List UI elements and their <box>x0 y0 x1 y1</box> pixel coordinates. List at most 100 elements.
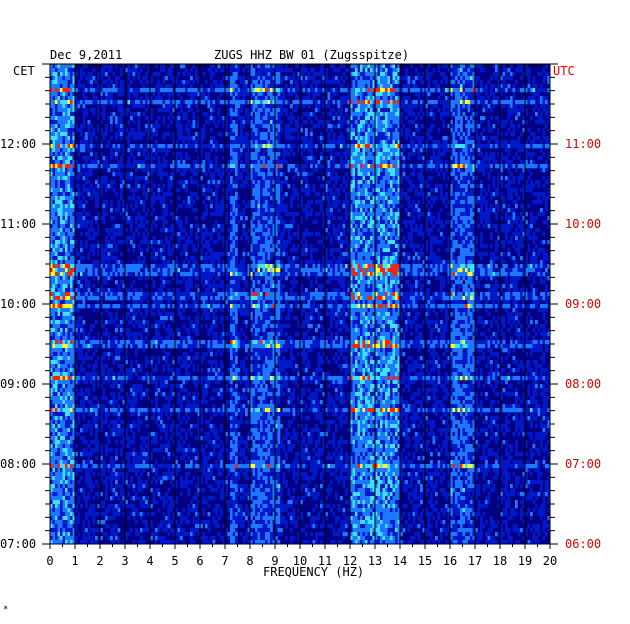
heatmap-cell <box>187 120 191 125</box>
heatmap-cell <box>302 176 306 181</box>
heatmap-cell <box>65 200 68 205</box>
heatmap-cell <box>417 152 421 157</box>
heatmap-cell <box>117 124 121 129</box>
heatmap-cell <box>165 172 168 177</box>
heatmap-cell <box>302 156 306 161</box>
heatmap-cell <box>65 164 68 169</box>
heatmap-cell <box>507 112 511 117</box>
heatmap-cell <box>272 148 276 153</box>
heatmap-cell <box>260 156 263 161</box>
heatmap-cell <box>510 216 513 221</box>
heatmap-cell <box>402 148 406 153</box>
heatmap-cell <box>195 148 198 153</box>
heatmap-cell <box>80 100 83 105</box>
heatmap-cell <box>82 112 86 117</box>
heatmap-cell <box>140 88 143 93</box>
heatmap-cell <box>77 216 81 221</box>
heatmap-cell <box>272 160 276 165</box>
heatmap-cell <box>275 92 278 97</box>
heatmap-cell <box>355 136 358 141</box>
heatmap-cell <box>367 132 371 137</box>
heatmap-cell <box>395 164 398 169</box>
heatmap-cell <box>397 132 401 137</box>
heatmap-cell <box>467 152 471 157</box>
heatmap-cell <box>317 136 321 141</box>
heatmap-cell <box>150 80 153 85</box>
heatmap-cell <box>147 116 151 121</box>
heatmap-cell <box>407 176 411 181</box>
heatmap-cell <box>375 192 378 197</box>
heatmap-cell <box>425 104 428 109</box>
heatmap-cell <box>92 188 96 193</box>
heatmap-cell <box>222 164 226 169</box>
heatmap-cell <box>475 160 478 165</box>
heatmap-cell <box>90 148 93 153</box>
heatmap-cell <box>522 84 526 89</box>
heatmap-cell <box>272 192 276 197</box>
heatmap-cell <box>177 128 181 133</box>
heatmap-cell <box>257 144 261 149</box>
heatmap-cell <box>77 152 81 157</box>
heatmap-cell <box>450 180 453 185</box>
heatmap-cell <box>372 152 376 157</box>
heatmap-cell <box>510 100 513 105</box>
heatmap-cell <box>62 192 66 197</box>
heatmap-cell <box>522 116 526 121</box>
heatmap-cell <box>232 112 236 117</box>
heatmap-cell <box>187 140 191 145</box>
heatmap-cell <box>57 208 61 213</box>
heatmap-cell <box>485 92 488 97</box>
heatmap-cell <box>460 192 463 197</box>
heatmap-cell <box>122 92 126 97</box>
heatmap-cell <box>475 80 478 85</box>
heatmap-cell <box>67 124 71 129</box>
heatmap-cell <box>297 204 301 209</box>
heatmap-cell <box>260 116 263 121</box>
heatmap-cell <box>367 212 371 217</box>
heatmap-cell <box>335 188 338 193</box>
heatmap-cell <box>390 160 393 165</box>
heatmap-cell <box>382 128 386 133</box>
heatmap-cell <box>520 188 523 193</box>
heatmap-cell <box>200 88 203 93</box>
heatmap-cell <box>332 168 336 173</box>
heatmap-cell <box>142 188 146 193</box>
heatmap-cell <box>97 84 101 89</box>
heatmap-cell <box>477 196 481 201</box>
heatmap-cell <box>392 172 396 177</box>
heatmap-cell <box>325 72 328 77</box>
heatmap-cell <box>230 68 233 73</box>
heatmap-cell <box>462 216 466 221</box>
heatmap-cell <box>410 104 413 109</box>
heatmap-cell <box>187 92 191 97</box>
heatmap-cell <box>230 108 233 113</box>
heatmap-cell <box>520 160 523 165</box>
heatmap-cell <box>367 220 371 225</box>
heatmap-cell <box>415 124 418 129</box>
heatmap-cell <box>120 144 123 149</box>
heatmap-cell <box>540 164 543 169</box>
heatmap-cell <box>357 144 361 149</box>
heatmap-cell <box>437 220 441 225</box>
heatmap-cell <box>472 76 476 81</box>
heatmap-cell <box>360 196 363 201</box>
heatmap-cell <box>50 216 53 221</box>
heatmap-cell <box>325 212 328 217</box>
heatmap-cell <box>357 192 361 197</box>
heatmap-cell <box>545 96 548 101</box>
heatmap-cell <box>87 168 91 173</box>
heatmap-cell <box>147 132 151 137</box>
heatmap-cell <box>467 132 471 137</box>
heatmap-cell <box>202 188 206 193</box>
heatmap-cell <box>375 172 378 177</box>
heatmap-cell <box>312 144 316 149</box>
heatmap-cell <box>375 156 378 161</box>
heatmap-cell <box>387 132 391 137</box>
heatmap-cell <box>120 72 123 77</box>
heatmap-cell <box>290 200 293 205</box>
heatmap-cell <box>467 124 471 129</box>
heatmap-cell <box>87 128 91 133</box>
heatmap-cell <box>312 220 316 225</box>
heatmap-cell <box>377 124 381 129</box>
heatmap-cell <box>370 80 373 85</box>
